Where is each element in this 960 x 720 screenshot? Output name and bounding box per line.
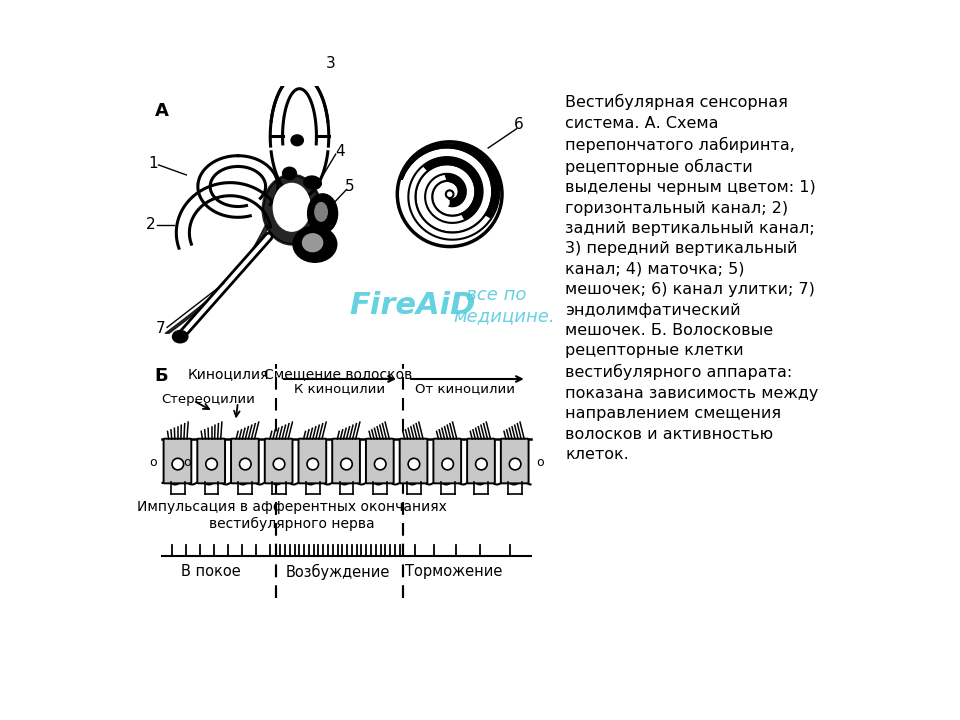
Circle shape	[408, 459, 420, 470]
Text: Торможение: Торможение	[405, 564, 502, 579]
Text: В покое: В покое	[181, 564, 241, 579]
Polygon shape	[409, 166, 491, 239]
Circle shape	[341, 459, 352, 470]
Text: Киноцилия: Киноцилия	[187, 366, 269, 381]
Text: 6: 6	[514, 117, 524, 132]
Text: 4: 4	[335, 144, 346, 159]
Circle shape	[374, 459, 386, 470]
Text: 7: 7	[156, 321, 166, 336]
FancyBboxPatch shape	[501, 438, 529, 483]
Text: Стереоцилии: Стереоцилии	[161, 393, 254, 406]
Ellipse shape	[301, 233, 324, 252]
Polygon shape	[402, 144, 499, 219]
Text: о: о	[150, 456, 157, 469]
Ellipse shape	[294, 227, 336, 261]
Circle shape	[205, 459, 217, 470]
Ellipse shape	[263, 175, 321, 244]
Polygon shape	[425, 174, 465, 222]
FancyBboxPatch shape	[332, 438, 360, 483]
Circle shape	[445, 190, 453, 198]
Circle shape	[442, 459, 453, 470]
FancyBboxPatch shape	[299, 438, 326, 483]
Text: К киноцилии: К киноцилии	[295, 382, 386, 395]
FancyBboxPatch shape	[399, 438, 427, 483]
Ellipse shape	[291, 135, 303, 145]
Text: 1: 1	[149, 156, 158, 171]
Circle shape	[274, 459, 285, 470]
Circle shape	[307, 459, 319, 470]
Circle shape	[475, 459, 487, 470]
Circle shape	[510, 459, 521, 470]
Ellipse shape	[274, 184, 310, 231]
Text: Смещение волосков: Смещение волосков	[264, 366, 412, 381]
Text: FireAiD: FireAiD	[349, 292, 476, 320]
Circle shape	[172, 459, 183, 470]
Text: о: о	[536, 456, 543, 469]
Text: - все по
медицине.: - все по медицине.	[453, 287, 555, 325]
Text: Б: Б	[155, 367, 168, 385]
Text: А: А	[155, 102, 169, 120]
FancyBboxPatch shape	[198, 438, 225, 483]
Text: От киноцилии: От киноцилии	[415, 382, 516, 395]
Ellipse shape	[282, 167, 297, 179]
Text: о: о	[183, 456, 191, 469]
Text: Возбуждение: Возбуждение	[286, 564, 390, 580]
Circle shape	[397, 142, 502, 246]
Text: 3: 3	[325, 55, 335, 71]
Ellipse shape	[304, 176, 321, 189]
Ellipse shape	[173, 330, 188, 343]
FancyBboxPatch shape	[468, 438, 494, 483]
FancyBboxPatch shape	[366, 438, 394, 483]
Polygon shape	[422, 158, 482, 220]
FancyBboxPatch shape	[265, 438, 293, 483]
Text: 2: 2	[146, 217, 156, 233]
FancyBboxPatch shape	[231, 438, 259, 483]
Ellipse shape	[308, 194, 337, 233]
FancyBboxPatch shape	[163, 438, 191, 483]
FancyBboxPatch shape	[433, 438, 461, 483]
Circle shape	[239, 459, 252, 470]
Polygon shape	[444, 174, 466, 206]
Text: 5: 5	[345, 179, 354, 194]
Ellipse shape	[314, 202, 328, 222]
Text: Импульсация в афферентных окончаниях
вестибулярного нерва: Импульсация в афферентных окончаниях вес…	[137, 500, 446, 531]
Text: Вестибулярная сенсорная
система. А. Схема
перепончатого лабиринта,
рецепторные о: Вестибулярная сенсорная система. А. Схем…	[565, 94, 819, 462]
